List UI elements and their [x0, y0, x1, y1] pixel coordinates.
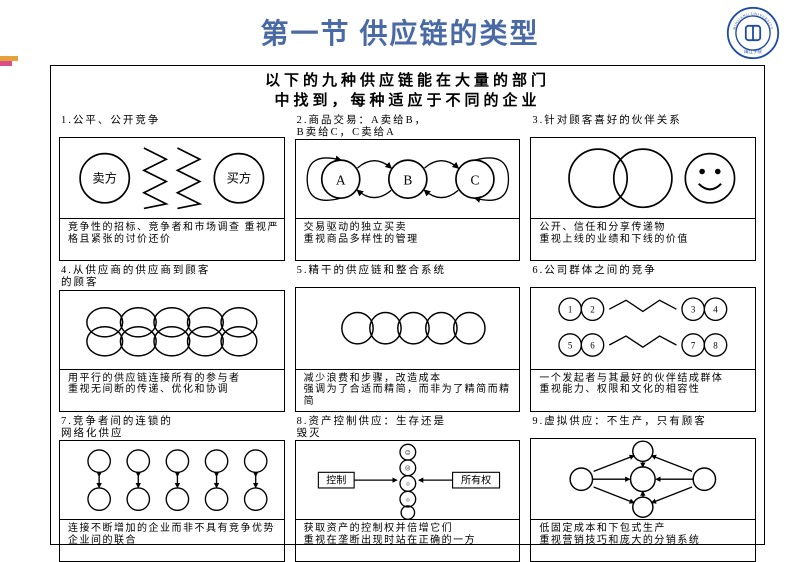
- cell-3-caption: 公开、信任和分享传递物 重视上线的业绩和下线的价值: [530, 219, 756, 261]
- cell-2-caption: 交易驱动的独立买卖 重视商品多样性的管理: [295, 219, 521, 261]
- svg-text:7: 7: [691, 341, 696, 351]
- cell-7-diagram: [59, 440, 285, 520]
- svg-text:2: 2: [591, 305, 595, 315]
- slide-title: 第一节 供应链的类型: [0, 0, 800, 52]
- svg-text:☹: ☹: [405, 449, 411, 456]
- cell-2-title: 2.商品交易：A卖给B， B卖给C，C卖给A: [295, 115, 521, 139]
- svg-text:B: B: [403, 173, 412, 188]
- cell-6: 6.公司群体之间的竞争 1 2 3 4 5 6 7 8: [530, 265, 756, 411]
- cell-7-title: 7.竞争者间的连锁的 网络化供应: [59, 416, 285, 440]
- cell-2-diagram: A B C: [295, 139, 521, 219]
- cell-9: 9.虚拟供应：不生产，只有顾客: [530, 416, 756, 562]
- cell-9-title: 9.虚拟供应：不生产，只有顾客: [530, 416, 756, 438]
- cell-4-diagram: [59, 290, 285, 370]
- cell-4-title: 4.从供应商的供应商到顾客 的顾客: [59, 265, 285, 289]
- cell-3: 3.针对顾客喜好的伙伴关系 公开、信任和分享传递物 重视上线的业绩和下线的价值: [530, 115, 756, 261]
- cell-4: 4.从供应商的供应商到顾客 的顾客 用平行的供应链连接所有的参与者 重视无间断的…: [59, 265, 285, 411]
- cell-9-diagram: [530, 438, 756, 520]
- cell-1-title: 1.公平、公开竞争: [59, 115, 285, 137]
- cell-8-title: 8.资产控制供应：生存还是 毁灭: [295, 416, 521, 440]
- svg-text:买方: 买方: [227, 171, 252, 186]
- content-heading: 以下的九种供应链能在大量的部门 中找到，每种适应于不同的企业: [59, 72, 756, 111]
- svg-text:5: 5: [568, 341, 573, 351]
- svg-text:1: 1: [568, 305, 572, 315]
- svg-text:卖方: 卖方: [92, 171, 117, 186]
- heading-line1: 以下的九种供应链能在大量的部门: [265, 73, 550, 89]
- cell-2: 2.商品交易：A卖给B， B卖给C，C卖给A A B C: [295, 115, 521, 261]
- svg-text:3: 3: [691, 305, 696, 315]
- content-frame: 以下的九种供应链能在大量的部门 中找到，每种适应于不同的企业 1.公平、公开竞争…: [50, 65, 765, 545]
- cell-8-caption: 获取资产的控制权并倍增它们 重视在垄断出现时站在正确的一方: [295, 520, 521, 562]
- university-logo: MINJIANG UNIVERSITY 闽江学院: [726, 6, 780, 60]
- svg-text:闽江学院: 闽江学院: [744, 48, 762, 55]
- cell-6-title: 6.公司群体之间的竞争: [530, 265, 756, 287]
- cell-1: 1.公平、公开竞争 卖方 买方 竞争性的招标、竞争者和市场调查 重视严格且紧张的…: [59, 115, 285, 261]
- cell-5-diagram: [295, 287, 521, 369]
- svg-text:C: C: [470, 173, 479, 188]
- svg-text:☺: ☺: [405, 482, 411, 488]
- svg-text:8: 8: [714, 341, 719, 351]
- cell-7-caption: 连接不断增加的企业而非不具有竞争优势企业间的联合: [59, 520, 285, 562]
- svg-text:控制: 控制: [326, 473, 346, 486]
- cell-6-diagram: 1 2 3 4 5 6 7 8: [530, 287, 756, 369]
- svg-text:☺: ☺: [405, 497, 411, 503]
- cell-1-diagram: 卖方 买方: [59, 137, 285, 219]
- cell-5-title: 5.精干的供应链和整合系统: [295, 265, 521, 287]
- svg-text:所有权: 所有权: [461, 473, 491, 486]
- cell-6-caption: 一个发起者与其最好的伙伴结成群体 重视能力、权限和文化的相容性: [530, 370, 756, 412]
- cell-5: 5.精干的供应链和整合系统 减少浪费和步骤，改造成本 强调为了合适而精简，而非为…: [295, 265, 521, 411]
- cell-3-diagram: [530, 137, 756, 219]
- cell-5-caption: 减少浪费和步骤，改造成本 强调为了合适而精简，而非为了精简而精简: [295, 370, 521, 412]
- svg-text:4: 4: [714, 305, 719, 315]
- deco-bar: [0, 56, 18, 66]
- svg-text:A: A: [336, 173, 346, 188]
- cell-8: 8.资产控制供应：生存还是 毁灭 ☹ ☹ ☺ ☺ 控制 所有权: [295, 416, 521, 562]
- cell-9-caption: 低固定成本和下包式生产 重视营销技巧和庞大的分销系统: [530, 520, 756, 562]
- cell-7: 7.竞争者间的连锁的 网络化供应 连接不断增加的企业而非不具有竞争优势企业间的联…: [59, 416, 285, 562]
- cell-3-title: 3.针对顾客喜好的伙伴关系: [530, 115, 756, 137]
- svg-text:6: 6: [591, 341, 596, 351]
- svg-text:☹: ☹: [405, 465, 411, 472]
- cell-1-caption: 竞争性的招标、竞争者和市场调查 重视严格且紧张的讨价还价: [59, 219, 285, 261]
- heading-line2: 中找到，每种适应于不同的企业: [274, 93, 540, 109]
- diagram-grid: 1.公平、公开竞争 卖方 买方 竞争性的招标、竞争者和市场调查 重视严格且紧张的…: [59, 115, 756, 535]
- cell-8-diagram: ☹ ☹ ☺ ☺ 控制 所有权: [295, 440, 521, 520]
- cell-4-caption: 用平行的供应链连接所有的参与者 重视无间断的传递、优化和协调: [59, 370, 285, 412]
